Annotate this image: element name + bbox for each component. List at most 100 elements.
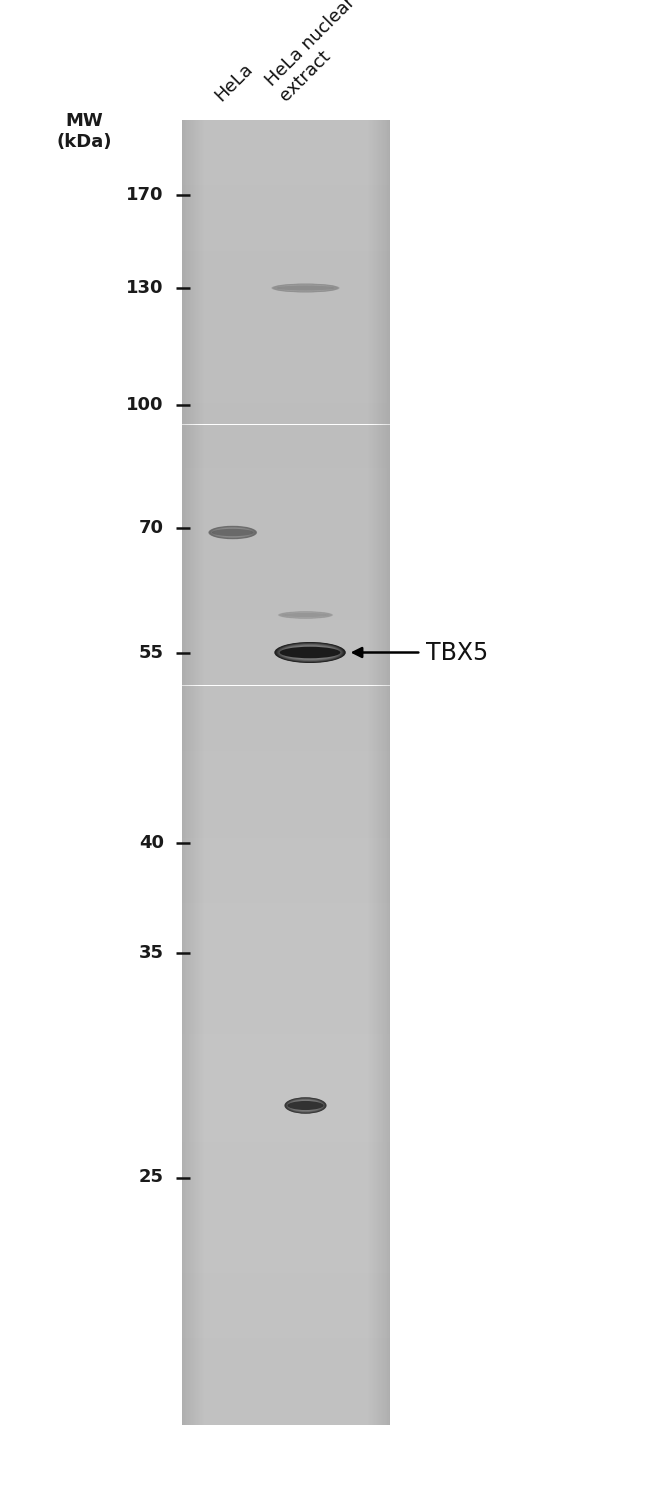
Ellipse shape: [214, 528, 252, 537]
Bar: [182, 1098, 390, 1120]
Bar: [182, 795, 390, 816]
Bar: [182, 120, 205, 1425]
Bar: [182, 1230, 390, 1251]
Ellipse shape: [289, 1100, 322, 1112]
Ellipse shape: [284, 612, 327, 618]
Bar: [182, 1143, 390, 1164]
Bar: [182, 1338, 390, 1359]
Ellipse shape: [287, 1098, 324, 1113]
Ellipse shape: [273, 284, 338, 292]
Bar: [182, 207, 390, 230]
Bar: [370, 120, 390, 1425]
Ellipse shape: [280, 646, 341, 658]
Bar: [182, 120, 183, 1425]
Bar: [182, 120, 204, 1425]
Bar: [182, 1251, 390, 1272]
Ellipse shape: [278, 644, 343, 662]
Bar: [182, 120, 196, 1425]
Bar: [182, 512, 390, 532]
Ellipse shape: [280, 645, 340, 660]
Bar: [182, 490, 390, 512]
Ellipse shape: [277, 285, 334, 291]
Ellipse shape: [272, 284, 339, 292]
Ellipse shape: [280, 644, 341, 662]
Bar: [182, 294, 390, 316]
Bar: [372, 120, 390, 1425]
Ellipse shape: [278, 285, 333, 291]
Bar: [182, 729, 390, 750]
Bar: [182, 1056, 390, 1077]
Ellipse shape: [209, 526, 256, 538]
Bar: [182, 1120, 390, 1143]
Bar: [182, 120, 202, 1425]
Bar: [182, 1077, 390, 1098]
Ellipse shape: [281, 612, 330, 618]
Bar: [182, 1317, 390, 1338]
Bar: [374, 120, 390, 1425]
Bar: [182, 424, 390, 447]
Text: TBX5: TBX5: [426, 640, 488, 664]
Ellipse shape: [213, 526, 253, 538]
Text: 40: 40: [139, 834, 164, 852]
Bar: [182, 184, 390, 207]
Bar: [182, 120, 190, 1425]
Bar: [182, 358, 390, 381]
Ellipse shape: [274, 642, 346, 663]
Bar: [182, 1034, 390, 1056]
Bar: [182, 642, 390, 663]
Bar: [182, 316, 390, 338]
Ellipse shape: [289, 1100, 322, 1112]
Ellipse shape: [278, 612, 333, 618]
Ellipse shape: [276, 285, 335, 291]
Bar: [182, 837, 390, 860]
Bar: [182, 772, 390, 795]
Bar: [182, 120, 200, 1425]
Ellipse shape: [212, 526, 254, 538]
Ellipse shape: [287, 1101, 324, 1110]
Bar: [182, 969, 390, 990]
Bar: [182, 120, 191, 1425]
Bar: [182, 816, 390, 837]
Bar: [367, 120, 390, 1425]
Bar: [182, 120, 390, 142]
Ellipse shape: [281, 612, 330, 618]
Ellipse shape: [275, 284, 336, 292]
Bar: [182, 663, 390, 686]
Bar: [182, 142, 390, 164]
Bar: [182, 120, 188, 1425]
Ellipse shape: [281, 645, 339, 660]
Bar: [377, 120, 390, 1425]
Bar: [182, 120, 187, 1425]
Bar: [182, 750, 390, 772]
Bar: [182, 859, 390, 882]
Bar: [182, 1185, 390, 1208]
Bar: [182, 534, 390, 555]
Ellipse shape: [214, 528, 251, 537]
Bar: [182, 946, 390, 969]
Bar: [373, 120, 390, 1425]
Bar: [182, 1404, 390, 1425]
Ellipse shape: [278, 644, 342, 662]
Bar: [182, 120, 195, 1425]
Ellipse shape: [279, 285, 332, 291]
Ellipse shape: [285, 1098, 326, 1113]
Bar: [182, 708, 390, 729]
Bar: [182, 1359, 390, 1382]
Bar: [182, 621, 390, 642]
Bar: [378, 120, 390, 1425]
Ellipse shape: [285, 1098, 326, 1113]
Ellipse shape: [272, 284, 339, 292]
Ellipse shape: [274, 284, 337, 292]
Bar: [182, 1011, 390, 1034]
Bar: [182, 402, 390, 424]
Ellipse shape: [211, 526, 255, 538]
Bar: [182, 338, 390, 360]
Bar: [182, 555, 390, 576]
Bar: [182, 120, 194, 1425]
Text: 35: 35: [139, 944, 164, 962]
Text: 130: 130: [126, 279, 164, 297]
Bar: [182, 1382, 390, 1404]
Bar: [365, 120, 390, 1425]
Bar: [376, 120, 390, 1425]
Bar: [182, 120, 198, 1425]
